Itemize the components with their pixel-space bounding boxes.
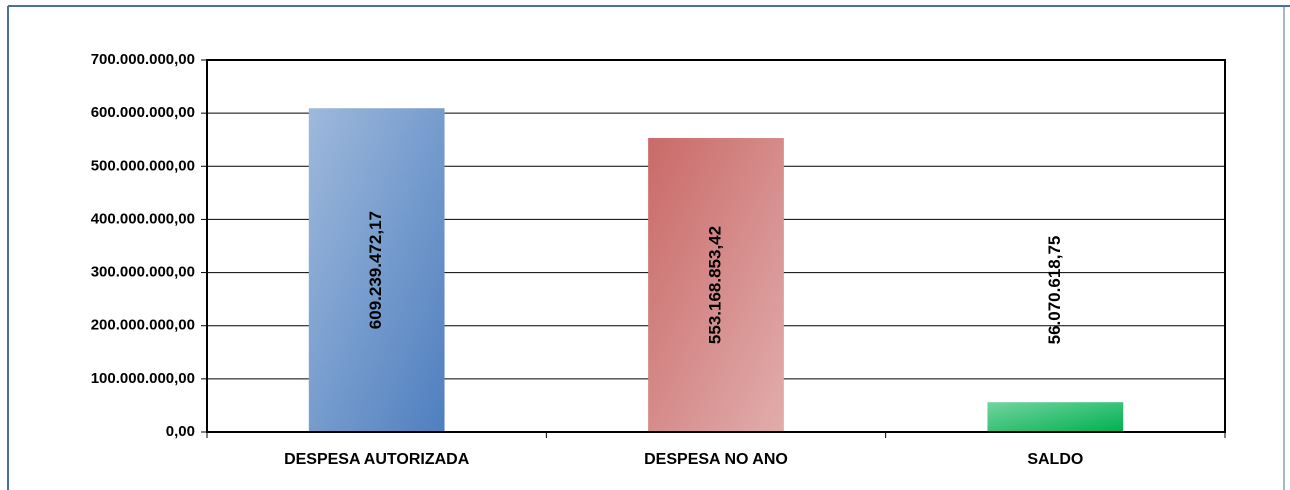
x-tick-label: SALDO [1027, 451, 1083, 468]
value-label: 609.239.472,17 [366, 211, 385, 329]
value-label: 553.168.853,42 [705, 226, 724, 344]
bar [987, 402, 1124, 432]
bar [308, 108, 445, 433]
y-tick-label: 400.000.000,00 [91, 210, 195, 227]
y-tick-label: 100.000.000,00 [91, 370, 195, 387]
y-tick-label: 200.000.000,00 [91, 317, 195, 334]
bar [648, 138, 784, 432]
y-tick-label: 0,00 [166, 423, 195, 440]
x-tick-label: DESPESA AUTORIZADA [284, 451, 470, 468]
plot-border [206, 59, 1226, 433]
value-label: 56.070.618,75 [1045, 236, 1064, 345]
y-tick-label: 500.000.000,00 [91, 157, 195, 174]
x-tick-label: DESPESA NO ANO [644, 451, 788, 468]
y-tick-label: 700.000.000,00 [91, 51, 195, 68]
y-tick-label: 600.000.000,00 [91, 104, 195, 121]
y-tick-label: 300.000.000,00 [91, 264, 195, 281]
